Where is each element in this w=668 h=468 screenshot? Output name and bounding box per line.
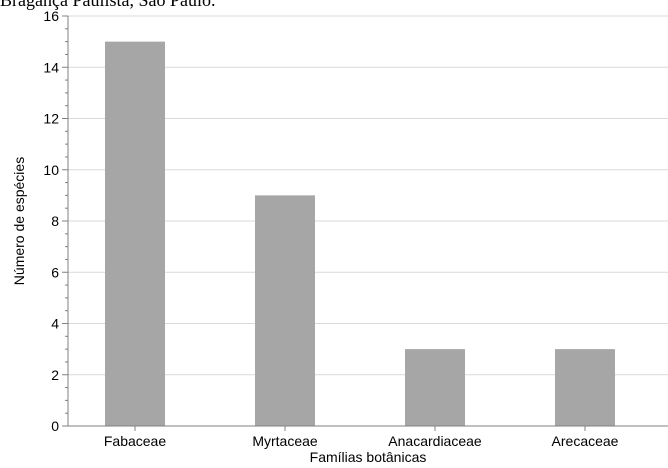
x-tick-label: Fabaceae — [104, 433, 166, 449]
x-tick-label: Arecaceae — [552, 433, 619, 449]
y-tick-label: 10 — [43, 162, 59, 178]
y-tick-label: 2 — [51, 367, 59, 383]
y-tick-label: 0 — [51, 418, 59, 434]
figure-caption: Bragança Paulista, São Paulo. — [0, 0, 216, 10]
bar-arecaceae — [555, 349, 615, 426]
x-tick-label: Anacardiaceae — [388, 433, 482, 449]
y-tick-label: 6 — [51, 264, 59, 280]
y-axis: 0 2 4 6 8 10 12 14 16 — [43, 8, 69, 434]
bar-anacardiaceae — [405, 349, 465, 426]
y-tick-label: 8 — [51, 213, 59, 229]
x-tick-label: Myrtaceae — [252, 433, 318, 449]
y-axis-title: Número de espécies — [11, 157, 27, 285]
x-axis: Fabaceae Myrtaceae Anacardiaceae Arecaceae — [68, 425, 668, 449]
y-tick-label: 4 — [51, 316, 59, 332]
y-tick-label: 14 — [43, 59, 59, 75]
bar-myrtaceae — [255, 195, 315, 426]
bars — [105, 41, 615, 426]
x-axis-title: Famílias botânicas — [310, 449, 427, 465]
y-tick-label: 12 — [43, 111, 59, 127]
y-tick-label: 16 — [43, 8, 59, 24]
bar-fabaceae — [105, 41, 165, 426]
